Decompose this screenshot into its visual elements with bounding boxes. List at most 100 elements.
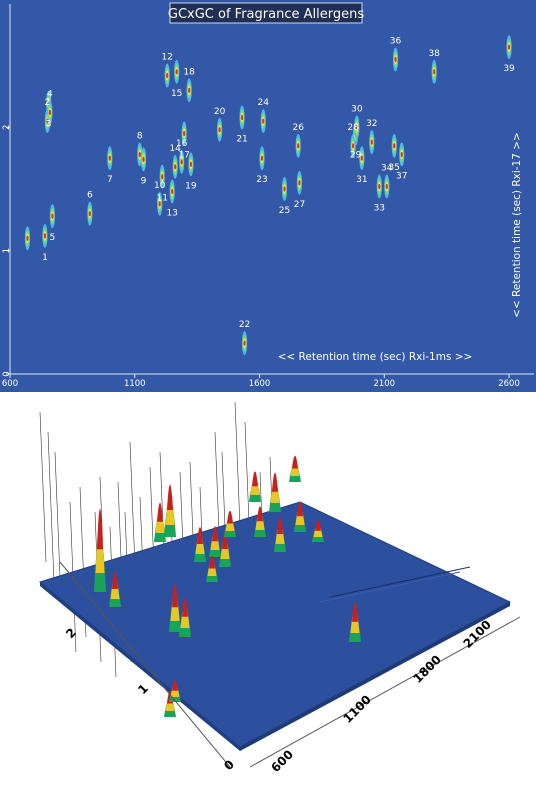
peak-label: 29 xyxy=(350,151,362,161)
peak-spot xyxy=(181,121,187,146)
peak-label: 14 xyxy=(169,144,181,154)
peak-label: 23 xyxy=(256,175,267,185)
peak-label: 12 xyxy=(161,53,172,63)
peak-label: 37 xyxy=(396,171,407,181)
projection-trace xyxy=(39,411,47,563)
peak-spot xyxy=(259,146,265,171)
x-tick-label: 2100 xyxy=(373,379,395,389)
peak-spot xyxy=(296,170,303,195)
surface-peak xyxy=(254,506,266,537)
peak-spot xyxy=(376,174,382,199)
x-axis-label: << Retention time (sec) Rxi-1ms >> xyxy=(278,351,473,363)
surface-peak xyxy=(209,526,221,557)
peak-spot xyxy=(399,142,405,167)
surface-peak xyxy=(169,583,181,632)
y-axis-label: << Retention time (sec) Rxi-17 >> xyxy=(511,132,523,318)
peak-label: 19 xyxy=(185,181,197,191)
peak-spot xyxy=(281,177,288,201)
peak-spot xyxy=(164,63,170,88)
peak-spot xyxy=(140,147,147,172)
peak-label: 10 xyxy=(154,181,166,191)
surface-peak xyxy=(312,520,324,542)
peak-label: 25 xyxy=(279,206,290,216)
peak-spot xyxy=(369,130,375,155)
peak-label: 7 xyxy=(107,175,113,185)
peak-label: 17 xyxy=(178,151,189,161)
peak-label: 21 xyxy=(236,134,247,144)
x-tick-label: 2600 xyxy=(498,379,520,389)
peak-spot xyxy=(169,179,175,204)
surface-peak xyxy=(109,572,121,607)
peak-label: 6 xyxy=(87,191,93,201)
surface-peak xyxy=(206,555,218,582)
peak-label: 15 xyxy=(171,89,182,99)
peak-label: 33 xyxy=(374,204,385,214)
peak-spot xyxy=(217,117,223,142)
peak-spot xyxy=(359,146,365,171)
peak-label: 26 xyxy=(292,123,304,133)
peak-spot xyxy=(384,174,390,199)
peak-spot xyxy=(49,204,56,229)
peak-label: 5 xyxy=(50,233,56,243)
surface-peak xyxy=(179,597,191,637)
peak-spot xyxy=(87,201,93,226)
surface-peak xyxy=(294,501,306,532)
peak-label: 13 xyxy=(166,208,177,218)
x-tick-label: 600 xyxy=(2,379,18,389)
peak-label: 39 xyxy=(503,64,515,74)
y-tick-label: 2 xyxy=(2,125,12,130)
peak-spot xyxy=(506,35,512,60)
peak-label: 30 xyxy=(351,104,363,114)
surface-peak xyxy=(154,502,166,542)
plot-area xyxy=(10,4,534,374)
peak-label: 28 xyxy=(347,123,359,133)
surface-peak xyxy=(219,532,231,567)
peak-label: 24 xyxy=(258,98,270,108)
surface-peak xyxy=(289,455,301,482)
peak-label: 1 xyxy=(42,253,48,263)
surface-peak xyxy=(169,680,181,702)
surface-peak xyxy=(274,517,286,552)
peak-spot xyxy=(392,47,399,72)
peak-spot xyxy=(107,146,113,171)
peak-spot xyxy=(179,149,185,174)
surface-peak xyxy=(164,484,176,537)
peak-label: 11 xyxy=(156,194,167,204)
x-tick-label: 1100 xyxy=(124,379,146,389)
peak-spot xyxy=(47,100,53,125)
peak-label: 8 xyxy=(137,131,143,141)
projection-trace xyxy=(47,431,55,583)
peak-label: 16 xyxy=(176,139,188,149)
peak-spot xyxy=(241,331,248,356)
peak-label: 22 xyxy=(239,320,250,330)
peak-spot xyxy=(431,59,437,84)
peak-spot xyxy=(188,152,194,177)
surface-peak xyxy=(269,472,281,512)
peak-label: 4 xyxy=(47,90,53,100)
surface-peak xyxy=(349,602,361,642)
peak-spot xyxy=(42,223,48,248)
y-tick-label: 0 xyxy=(2,371,12,376)
peak-label: 9 xyxy=(141,176,147,186)
peak-spot xyxy=(157,191,163,216)
surface-peak xyxy=(194,527,206,562)
peak-label: 31 xyxy=(356,175,367,185)
surface-peak xyxy=(224,510,236,537)
peak-label: 2 xyxy=(45,98,51,108)
peak-spot xyxy=(159,164,165,189)
peak-label: 36 xyxy=(390,37,402,47)
peak-label: 18 xyxy=(183,67,195,77)
peak-spot xyxy=(295,133,301,158)
peak-spot xyxy=(24,226,31,251)
peak-label: 27 xyxy=(294,200,305,210)
chart-title: GCxGC of Fragrance Allergens xyxy=(168,7,364,22)
peak-label: 32 xyxy=(366,119,377,129)
peak-spot xyxy=(239,105,245,130)
peak-label: 35 xyxy=(389,163,400,173)
peak-spot xyxy=(354,115,360,140)
peak-label: 38 xyxy=(428,49,440,59)
peak-spot xyxy=(260,109,266,134)
y-tick-label: 1 xyxy=(2,248,12,253)
